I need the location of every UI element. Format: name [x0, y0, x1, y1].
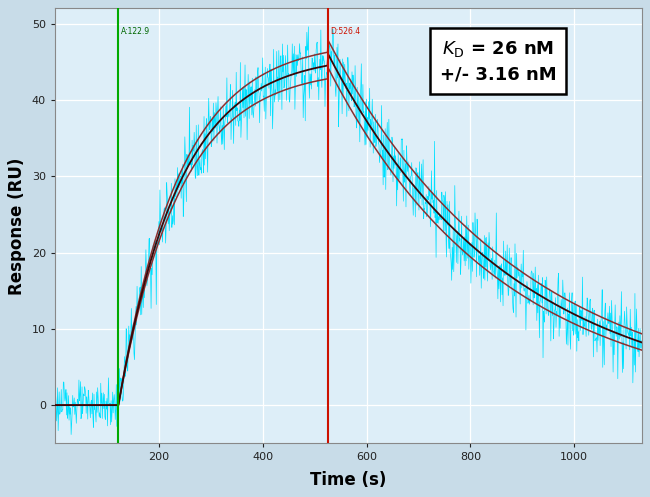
Y-axis label: Response (RU): Response (RU) [8, 157, 27, 295]
Text: A:122.9: A:122.9 [120, 27, 150, 36]
X-axis label: Time (s): Time (s) [310, 471, 387, 489]
Text: D:526.4: D:526.4 [330, 27, 360, 36]
Text: $\mathit{K}$$_\mathrm{D}$ = 26 nM
+/- 3.16 nM: $\mathit{K}$$_\mathrm{D}$ = 26 nM +/- 3.… [439, 39, 556, 84]
